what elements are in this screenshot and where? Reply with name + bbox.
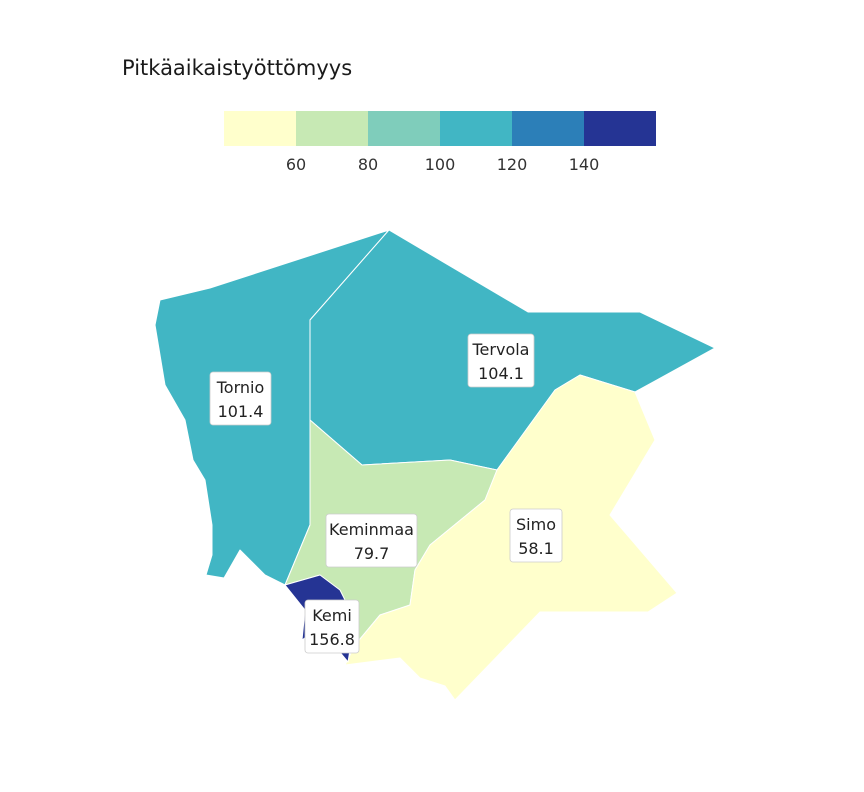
legend-color-bar <box>224 111 656 146</box>
legend-bin-1 <box>224 111 296 146</box>
label-tervola: Tervola 104.1 <box>467 333 535 388</box>
legend-bin-6 <box>584 111 656 146</box>
legend-tick: 60 <box>285 155 307 174</box>
region-name: Kemi <box>312 606 352 625</box>
label-kemi: Kemi 156.8 <box>304 599 360 654</box>
region-value: 104.1 <box>478 364 524 383</box>
label-simo: Simo 58.1 <box>509 508 563 563</box>
region-name: Tervola <box>472 340 530 359</box>
legend-bin-2 <box>296 111 368 146</box>
region-name: Keminmaa <box>329 520 414 539</box>
legend-tick: 80 <box>357 155 379 174</box>
region-name: Simo <box>516 515 556 534</box>
legend-tick: 100 <box>424 155 456 174</box>
legend-tick: 140 <box>568 155 600 174</box>
legend-bin-4 <box>440 111 512 146</box>
region-name: Tornio <box>216 378 265 397</box>
map-title: Pitkäaikaistyöttömyys <box>122 56 353 80</box>
region-value: 101.4 <box>218 402 264 421</box>
region-value: 79.7 <box>354 544 390 563</box>
label-tornio: Tornio 101.4 <box>209 371 272 426</box>
region-value: 58.1 <box>518 539 554 558</box>
legend-bin-5 <box>512 111 584 146</box>
legend-tick: 120 <box>496 155 528 174</box>
color-legend: 60 80 100 120 140 <box>224 111 656 181</box>
legend-bin-3 <box>368 111 440 146</box>
region-value: 156.8 <box>309 630 355 649</box>
label-keminmaa: Keminmaa 79.7 <box>325 513 418 568</box>
